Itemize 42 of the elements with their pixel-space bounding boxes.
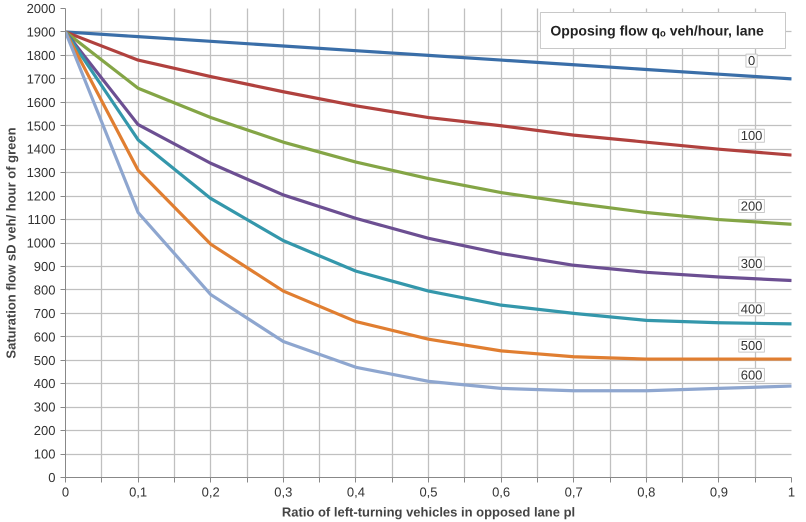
y-tick-label: 800 (34, 282, 56, 298)
series-label: 400 (740, 302, 762, 317)
x-tick-label: 0,8 (637, 484, 656, 500)
x-tick-label: 0 (62, 484, 70, 500)
y-tick-label: 1400 (26, 142, 56, 157)
y-tick-label: 700 (34, 306, 56, 321)
y-tick-label: 1800 (26, 48, 56, 63)
x-tick-label: 0,2 (202, 484, 220, 500)
y-tick-label: 1300 (26, 165, 56, 180)
x-tick-label: 0,1 (129, 484, 148, 500)
series-label: 600 (740, 367, 762, 382)
y-tick-label: 300 (34, 400, 56, 415)
y-tick-label: 100 (34, 446, 56, 462)
series-label: 500 (740, 338, 762, 354)
y-tick-label: 900 (34, 258, 56, 274)
y-tick-label: 1000 (26, 236, 56, 250)
x-tick-label: 0,4 (346, 484, 365, 500)
legend-title: Opposing flow qₒ veh/hour, lane (550, 22, 764, 38)
y-tick-label: 1600 (26, 94, 56, 110)
y-tick-label: 1700 (26, 71, 56, 86)
x-tick-label: 0,5 (419, 484, 438, 500)
y-tick-label: 1900 (26, 24, 56, 40)
y-tick-label: 600 (34, 329, 56, 344)
y-tick-label: 400 (34, 376, 56, 392)
y-tick-label: 1100 (28, 212, 56, 228)
series-label: 300 (740, 256, 762, 272)
x-tick-label: 0,9 (710, 484, 728, 500)
series-label: 0 (748, 53, 756, 68)
y-tick-label: 2000 (26, 1, 56, 16)
x-tick-label: 1 (788, 484, 796, 500)
y-tick-label: 1200 (26, 188, 56, 204)
y-tick-label: 0 (48, 470, 56, 485)
x-tick-label: 0,6 (492, 484, 510, 500)
y-tick-label: 200 (34, 423, 56, 438)
series-label: 100 (740, 128, 762, 144)
y-tick-label: 1500 (26, 118, 56, 134)
series-label: 200 (740, 198, 762, 214)
x-axis-title: Ratio of left-turning vehicles in opposed lane pl (282, 504, 576, 520)
x-tick-label: 0,3 (274, 484, 292, 500)
x-tick-label: 0,7 (564, 484, 583, 500)
y-axis-title: Saturation flow sD veh/ hour of green (4, 127, 19, 359)
y-tick-label: 500 (34, 352, 56, 368)
